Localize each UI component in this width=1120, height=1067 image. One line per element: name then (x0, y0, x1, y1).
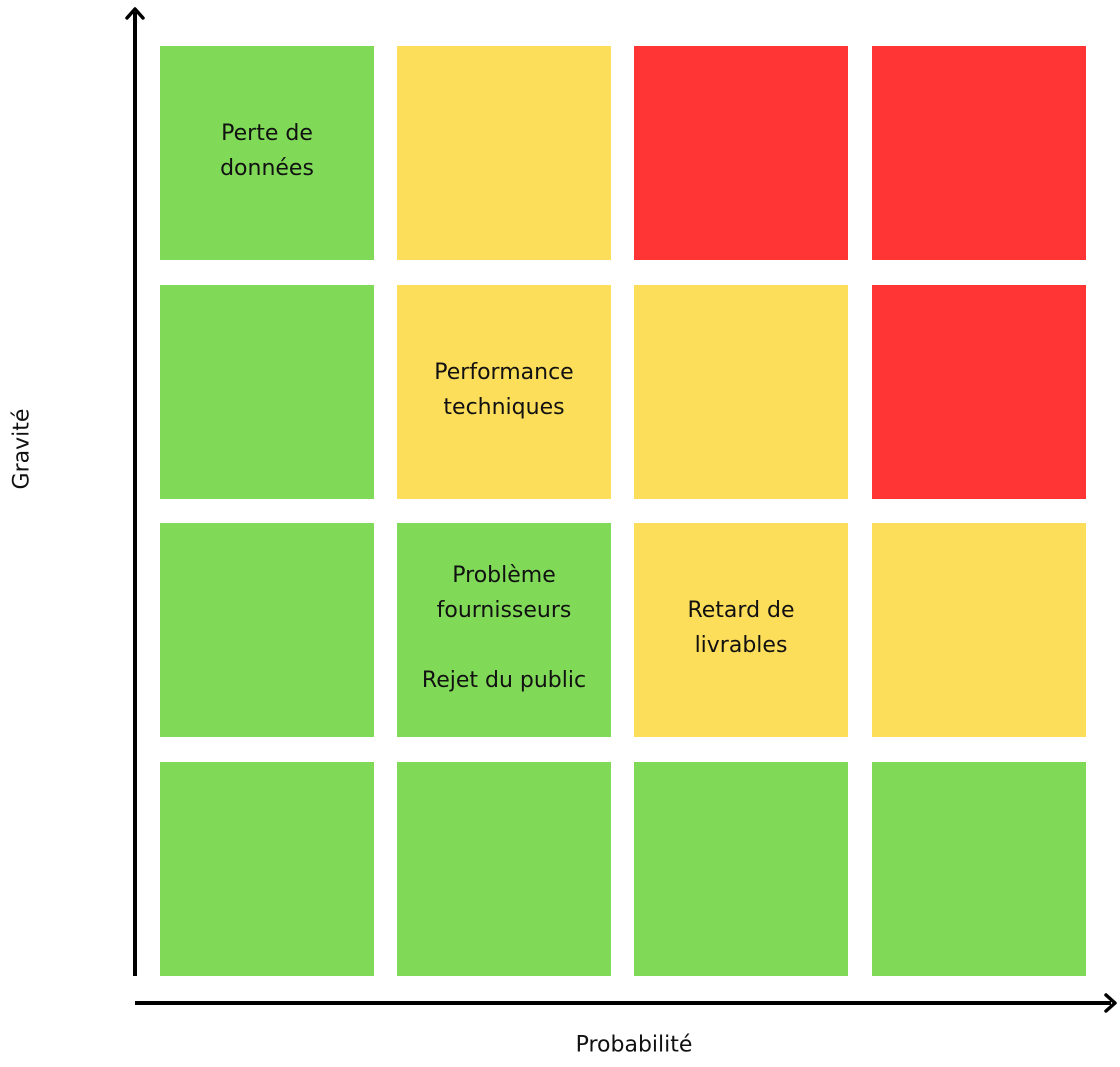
matrix-cell-r3-c1 (160, 523, 374, 737)
matrix-cell-r1-c1: Perte de données (160, 46, 374, 260)
x-axis-arrow-icon (1104, 993, 1117, 1013)
matrix-cell-r2-c2: Performance techniques (397, 285, 611, 499)
y-axis-label: Gravité (9, 408, 35, 490)
matrix-cell-r2-c4 (872, 285, 1086, 499)
matrix-cell-r4-c4 (872, 762, 1086, 976)
risk-label: Performance techniques (434, 360, 574, 420)
matrix-cell-r3-c2: Problème fournisseurs Rejet du public (397, 523, 611, 737)
matrix-cell-r4-c2 (397, 762, 611, 976)
risk-label: Problème fournisseurs (436, 563, 572, 623)
y-axis-arrow-icon (125, 7, 145, 20)
risk-label: Rejet du public (421, 668, 587, 693)
matrix-cell-r2-c3 (634, 285, 848, 499)
risk-label: Perte de données (220, 121, 314, 181)
matrix-cell-r4-c3 (634, 762, 848, 976)
matrix-cell-r3-c4 (872, 523, 1086, 737)
x-axis-label: Probabilité (575, 1032, 693, 1058)
matrix-cell-r4-c1 (160, 762, 374, 976)
y-axis-line (133, 12, 137, 976)
matrix-cell-r1-c4 (872, 46, 1086, 260)
matrix-cell-r1-c2 (397, 46, 611, 260)
matrix-cell-r1-c3 (634, 46, 848, 260)
risk-label: Retard de livrables (687, 598, 795, 658)
matrix-cell-r2-c1 (160, 285, 374, 499)
x-axis-line (135, 1001, 1111, 1005)
matrix-cell-r3-c3: Retard de livrables (634, 523, 848, 737)
